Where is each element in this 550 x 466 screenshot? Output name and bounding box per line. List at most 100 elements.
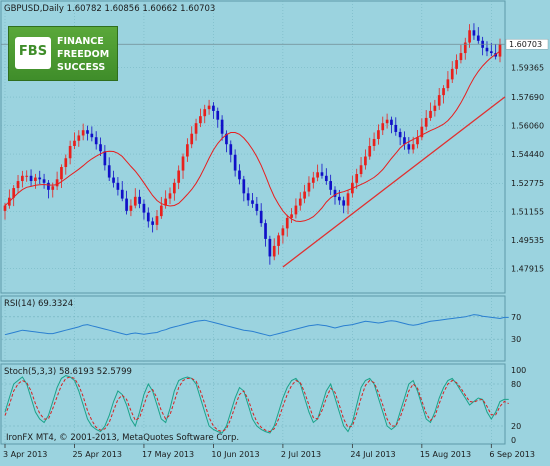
candle-body [207, 105, 211, 110]
candle-body [21, 175, 24, 182]
candle-body [138, 196, 141, 204]
candle-body [107, 165, 111, 178]
logo-mark: FBS [18, 44, 48, 59]
candle-body [298, 198, 302, 206]
candle-body [90, 133, 94, 138]
candle-body [346, 193, 350, 206]
current-price-label: 1.60703 [509, 40, 542, 49]
candle-body [463, 42, 467, 54]
candle-body [424, 117, 428, 127]
candle-body [194, 123, 198, 134]
candle-body [476, 35, 480, 41]
candle-body [199, 116, 202, 124]
candle-body [498, 44, 502, 57]
candle-body [316, 172, 319, 178]
candle-body [129, 205, 133, 211]
candle-body [225, 133, 228, 145]
logo-line-1: FINANCE [57, 36, 104, 47]
time-tick-label: 6 Sep 2013 [489, 450, 535, 459]
candle-body [385, 119, 389, 124]
candle-body [468, 30, 471, 43]
candle-body [112, 177, 115, 183]
candle-body [272, 245, 276, 257]
rsi-title: RSI(14) 69.3324 [4, 299, 73, 309]
candle-body [212, 105, 215, 111]
trend-line[interactable] [282, 96, 506, 268]
candle-body [255, 203, 259, 211]
candle-body [264, 223, 267, 239]
rsi-levels [1, 316, 505, 340]
candle-body [29, 175, 33, 182]
indicator-tick-label: 20 [511, 422, 521, 431]
candle-body [47, 182, 50, 190]
candle-body [55, 179, 59, 187]
candle-body [337, 196, 341, 201]
candle-body [381, 123, 385, 131]
candle-body [294, 205, 298, 215]
candle-body [342, 200, 346, 206]
candle-body [281, 228, 285, 236]
stoch-axis: 100 80 20 0 [511, 366, 526, 445]
candle-body [455, 60, 458, 69]
candle-body [416, 137, 419, 145]
candle-body [472, 30, 476, 36]
candle-body [146, 212, 150, 222]
logo-mark-box [15, 37, 51, 69]
stoch-signal-line [4, 376, 509, 433]
candle-body [390, 119, 393, 125]
logo-line-2: FREEDOM [57, 49, 110, 60]
rsi-axis: 70 30 [511, 313, 521, 344]
time-tick-label: 25 Apr 2013 [72, 450, 121, 459]
time-tick-label: 17 May 2013 [142, 450, 194, 459]
time-tick-label: 2 Jul 2013 [281, 450, 321, 459]
candle-body [429, 110, 432, 118]
candle-body [324, 175, 328, 182]
candle-body [177, 170, 181, 183]
symbol-title: GBPUSD,Daily 1.60782 1.60856 1.60662 1.6… [4, 4, 215, 14]
candle-body [411, 144, 415, 150]
price-panel-frame [0, 0, 506, 294]
candle-body [42, 179, 46, 183]
candle-body [151, 221, 154, 225]
candle-body [246, 193, 250, 201]
candle-body [220, 119, 224, 134]
candle-body [355, 174, 359, 183]
candle-body [155, 216, 159, 225]
candle-body [268, 238, 272, 257]
candle-body [164, 198, 168, 206]
candle-body [277, 235, 280, 246]
candle-body [94, 137, 98, 145]
candle-body [229, 144, 233, 155]
candle-body [172, 182, 176, 194]
candle-body [372, 138, 376, 146]
candle-body [73, 140, 76, 146]
indicator-tick-label: 70 [511, 313, 521, 322]
price-tick-label: 1.54440 [511, 150, 544, 159]
candle-body [64, 158, 68, 168]
candle-body [377, 130, 380, 139]
candle-body [407, 144, 411, 150]
price-tick-label: 1.57690 [511, 93, 544, 102]
candle-body [159, 205, 163, 217]
moving-average-line [4, 50, 501, 223]
candle-body [103, 151, 107, 166]
candle-body [290, 214, 293, 218]
candle-body [359, 165, 363, 175]
candle-body [116, 182, 120, 190]
candle-body [233, 154, 237, 171]
stoch-panel-frame [0, 363, 506, 445]
stoch-title: Stoch(5,3,3) 58.6193 52.5799 [4, 367, 132, 377]
candle-body [403, 137, 406, 145]
candle-body [81, 130, 85, 136]
price-tick-label: 1.47915 [511, 264, 544, 273]
candle-body [329, 181, 333, 190]
rsi-panel-frame [0, 295, 506, 362]
candle-body [142, 203, 146, 213]
candle-body [190, 133, 194, 145]
candle-body [307, 182, 311, 192]
time-axis: 3 Apr 2013 25 Apr 2013 17 May 2013 10 Jun 2… [3, 444, 535, 459]
candle-body [394, 124, 398, 132]
candle-body [303, 191, 306, 199]
